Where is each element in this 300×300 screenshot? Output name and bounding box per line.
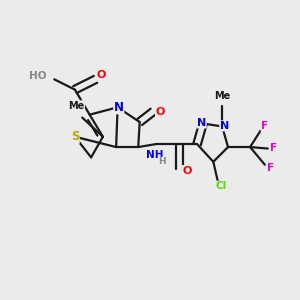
- Text: Cl: Cl: [216, 181, 227, 191]
- Text: Me: Me: [68, 101, 85, 111]
- Text: S: S: [71, 130, 79, 143]
- Text: O: O: [182, 166, 191, 176]
- Text: O: O: [97, 70, 106, 80]
- Text: F: F: [267, 163, 274, 173]
- Text: HO: HO: [29, 71, 47, 81]
- Text: F: F: [270, 142, 277, 153]
- Text: N: N: [197, 118, 206, 128]
- Text: N: N: [220, 121, 229, 131]
- Text: O: O: [156, 107, 165, 117]
- Text: H: H: [159, 157, 166, 166]
- Text: N: N: [114, 101, 124, 114]
- Text: F: F: [261, 122, 268, 131]
- Text: NH: NH: [146, 150, 163, 160]
- Text: Me: Me: [214, 91, 230, 100]
